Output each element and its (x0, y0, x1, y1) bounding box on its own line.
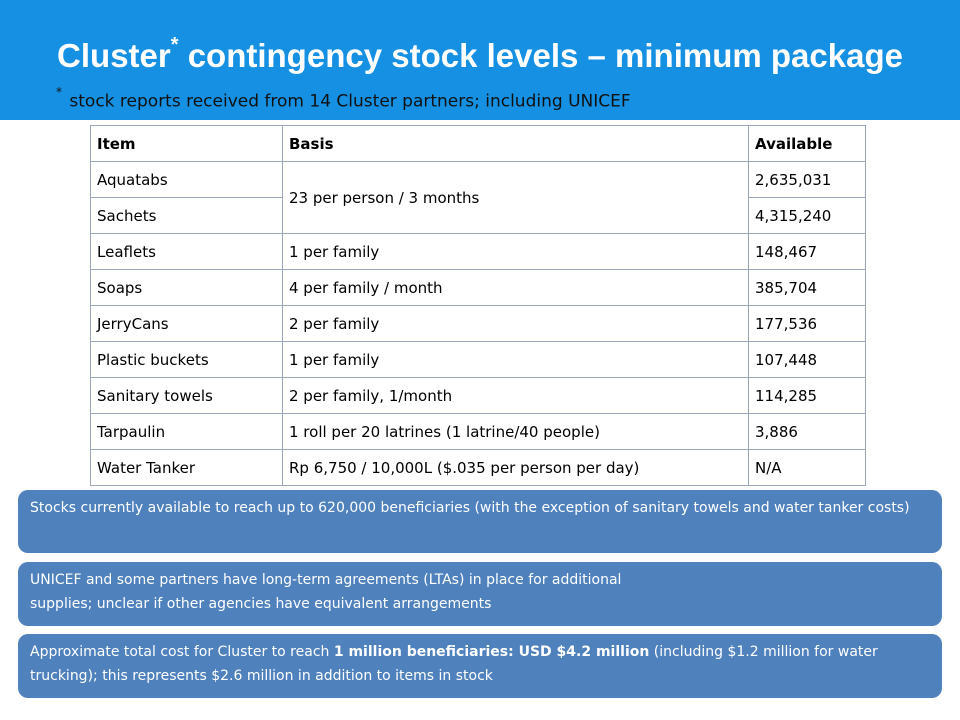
table-row: Sanitary towels 2 per family, 1/month 11… (90, 377, 866, 414)
header-item: Item (90, 125, 283, 162)
title-asterisk: * (170, 34, 179, 56)
cell-available: 4,315,240 (748, 197, 866, 234)
cell-available: 2,635,031 (748, 161, 866, 198)
table-row: JerryCans 2 per family 177,536 (90, 305, 866, 342)
cell-basis: 1 per family (282, 233, 749, 270)
cell-basis: 2 per family, 1/month (282, 377, 749, 414)
note-lta-line2: supplies; unclear if other agencies have… (30, 596, 492, 612)
table-row: Aquatabs 23 per person / 3 months 2,635,… (90, 161, 866, 234)
cell-available: 114,285 (748, 377, 866, 414)
header-basis: Basis (282, 125, 749, 162)
table-header-row: Item Basis Available (90, 125, 866, 162)
cell-item: Soaps (90, 269, 283, 306)
cell-available: 3,886 (748, 413, 866, 450)
cell-available: N/A (748, 449, 866, 486)
table-row: Sachets 4,315,240 (90, 197, 866, 234)
cell-basis: 2 per family (282, 305, 749, 342)
cell-available: 177,536 (748, 305, 866, 342)
cell-item: Water Tanker (90, 449, 283, 486)
stock-table: Item Basis Available Aquatabs 23 per per… (90, 125, 866, 486)
page-title: Cluster* contingency stock levels – mini… (0, 24, 960, 81)
cell-available: 385,704 (748, 269, 866, 306)
note-stock-reach-text: Stocks currently available to reach up t… (30, 500, 910, 516)
cell-item: Plastic buckets (90, 341, 283, 378)
header-banner: Cluster* contingency stock levels – mini… (0, 0, 960, 120)
table-row: Tarpaulin 1 roll per 20 latrines (1 latr… (90, 413, 866, 450)
note-cost-highlight: 1 million beneficiaries: USD $4.2 millio… (333, 644, 650, 660)
subtitle-asterisk: * (56, 85, 62, 99)
cell-item: Leaflets (90, 233, 283, 270)
cell-item: Sachets (90, 197, 283, 234)
cell-available: 107,448 (748, 341, 866, 378)
cell-item: Tarpaulin (90, 413, 283, 450)
table-row: Plastic buckets 1 per family 107,448 (90, 341, 866, 378)
note-cost-text-end: (including $1.2 million for water trucki… (30, 644, 878, 684)
note-cost-text-start: Approximate total cost for Cluster to re… (30, 644, 334, 660)
cell-basis: 4 per family / month (282, 269, 749, 306)
title-part1: Cluster (57, 37, 171, 74)
cell-basis: 23 per person / 3 months (282, 161, 749, 234)
table-row: Leaflets 1 per family 148,467 (90, 233, 866, 270)
cell-item: Sanitary towels (90, 377, 283, 414)
note-lta-line1: UNICEF and some partners have long-term … (30, 572, 622, 588)
title-part2: contingency stock levels – minimum packa… (178, 37, 903, 74)
cell-item: JerryCans (90, 305, 283, 342)
page-subtitle: * stock reports received from 14 Cluster… (56, 84, 631, 114)
note-total-cost: Approximate total cost for Cluster to re… (18, 634, 942, 698)
table-row: Water Tanker Rp 6,750 / 10,000L ($.035 p… (90, 449, 866, 486)
cell-item: Aquatabs (90, 161, 283, 198)
subtitle-text: stock reports received from 14 Cluster p… (69, 91, 631, 112)
note-long-term-agreements: UNICEF and some partners have long-term … (18, 562, 942, 626)
cell-basis: 1 roll per 20 latrines (1 latrine/40 peo… (282, 413, 749, 450)
cell-basis: Rp 6,750 / 10,000L ($.035 per person per… (282, 449, 749, 486)
table-row: Soaps 4 per family / month 385,704 (90, 269, 866, 306)
cell-available: 148,467 (748, 233, 866, 270)
header-available: Available (748, 125, 866, 162)
cell-basis: 1 per family (282, 341, 749, 378)
note-stock-reach: Stocks currently available to reach up t… (18, 490, 942, 553)
